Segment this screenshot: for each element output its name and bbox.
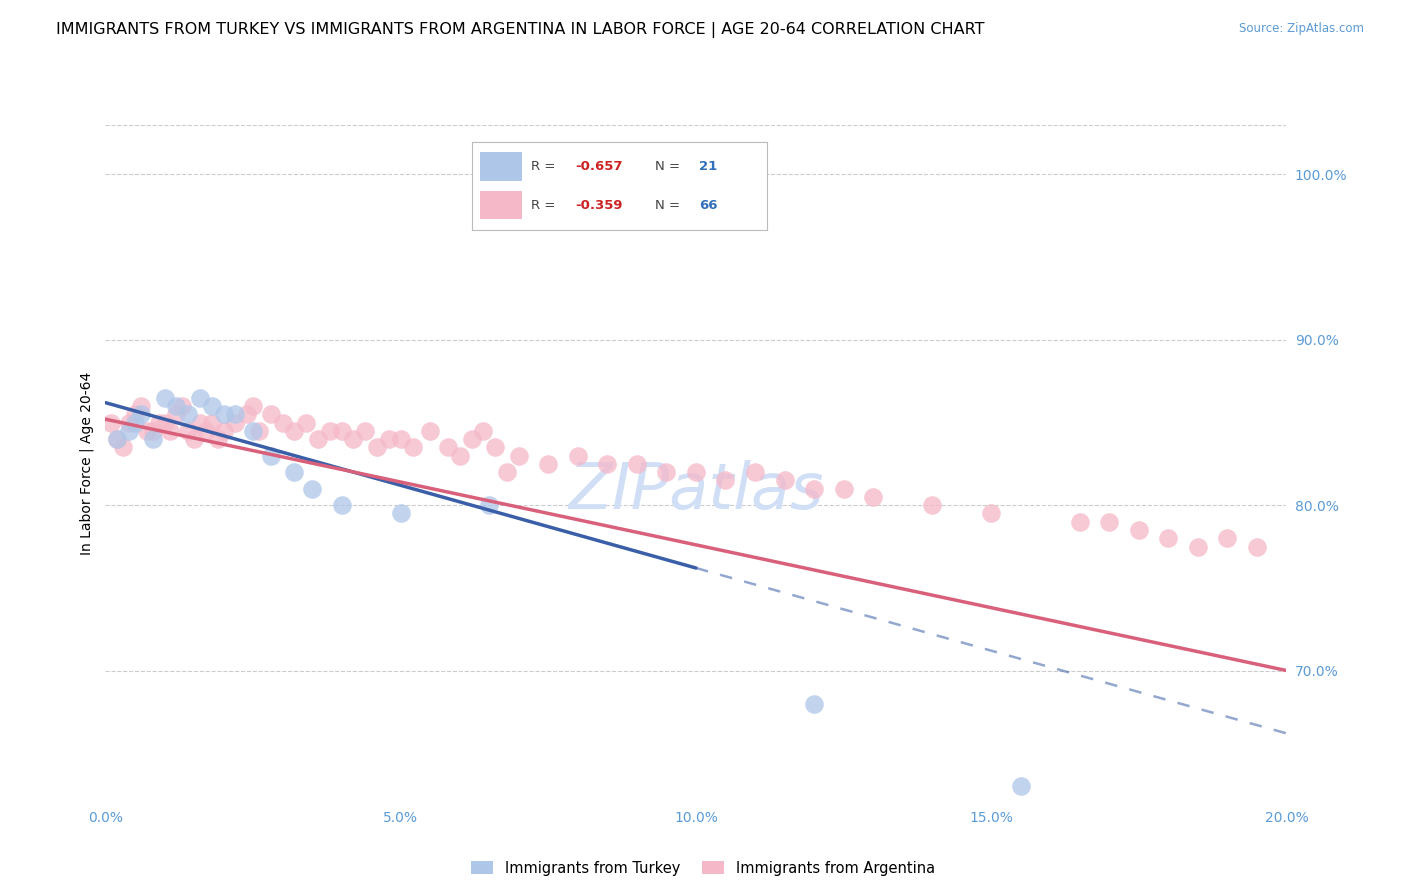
Text: IMMIGRANTS FROM TURKEY VS IMMIGRANTS FROM ARGENTINA IN LABOR FORCE | AGE 20-64 C: IMMIGRANTS FROM TURKEY VS IMMIGRANTS FRO… — [56, 22, 984, 38]
Point — [177, 424, 200, 438]
Point — [283, 465, 305, 479]
Point — [921, 498, 943, 512]
Point — [330, 498, 353, 512]
Point — [105, 432, 128, 446]
Point — [236, 407, 259, 421]
Point — [129, 399, 152, 413]
Point — [449, 449, 471, 463]
Point — [112, 440, 135, 454]
Text: ZIPatlas: ZIPatlas — [568, 460, 824, 522]
Point — [224, 416, 246, 430]
Point — [207, 432, 229, 446]
Point — [307, 432, 329, 446]
Point — [271, 416, 294, 430]
Point — [165, 407, 187, 421]
Point — [803, 697, 825, 711]
Point — [1098, 515, 1121, 529]
Point — [803, 482, 825, 496]
Point — [460, 432, 482, 446]
Point — [744, 465, 766, 479]
Point — [389, 432, 412, 446]
Point — [183, 432, 205, 446]
Point — [153, 391, 176, 405]
Point — [437, 440, 460, 454]
Point — [714, 474, 737, 488]
Legend: Immigrants from Turkey, Immigrants from Argentina: Immigrants from Turkey, Immigrants from … — [471, 861, 935, 876]
Point — [773, 474, 796, 488]
Point — [153, 416, 176, 430]
Point — [862, 490, 884, 504]
Point — [472, 424, 495, 438]
Point — [537, 457, 560, 471]
Point — [832, 482, 855, 496]
Point — [496, 465, 519, 479]
Point — [354, 424, 377, 438]
Point — [260, 449, 283, 463]
Point — [260, 407, 283, 421]
Point — [247, 424, 270, 438]
Point — [685, 465, 707, 479]
Point — [242, 424, 264, 438]
Point — [224, 407, 246, 421]
Point — [1010, 779, 1032, 793]
Point — [301, 482, 323, 496]
Point — [212, 407, 235, 421]
Point — [1157, 531, 1180, 545]
Point — [626, 457, 648, 471]
Point — [242, 399, 264, 413]
Point — [201, 399, 224, 413]
Point — [118, 424, 141, 438]
Point — [378, 432, 401, 446]
Point — [1216, 531, 1239, 545]
Point — [1128, 523, 1150, 537]
Point — [159, 424, 181, 438]
Point — [401, 440, 423, 454]
Point — [177, 407, 200, 421]
Point — [484, 440, 506, 454]
Point — [283, 424, 305, 438]
Point — [194, 424, 217, 438]
Point — [366, 440, 388, 454]
Point — [118, 416, 141, 430]
Point — [105, 432, 128, 446]
Point — [319, 424, 342, 438]
Point — [389, 507, 412, 521]
Point — [124, 416, 146, 430]
Text: Source: ZipAtlas.com: Source: ZipAtlas.com — [1239, 22, 1364, 36]
Point — [1187, 540, 1209, 554]
Point — [508, 449, 530, 463]
Point — [142, 424, 165, 438]
Point — [419, 424, 441, 438]
Point — [124, 407, 146, 421]
Point — [478, 498, 501, 512]
Y-axis label: In Labor Force | Age 20-64: In Labor Force | Age 20-64 — [80, 372, 94, 556]
Point — [201, 416, 224, 430]
Point — [188, 416, 211, 430]
Point — [342, 432, 364, 446]
Point — [188, 391, 211, 405]
Point — [172, 399, 194, 413]
Point — [100, 416, 122, 430]
Point — [567, 449, 589, 463]
Point — [135, 424, 157, 438]
Point — [655, 465, 678, 479]
Point — [165, 399, 187, 413]
Point — [1246, 540, 1268, 554]
Point — [212, 424, 235, 438]
Point — [295, 416, 318, 430]
Point — [596, 457, 619, 471]
Point — [330, 424, 353, 438]
Point — [129, 407, 152, 421]
Point — [148, 416, 170, 430]
Point — [142, 432, 165, 446]
Point — [980, 507, 1002, 521]
Point — [1069, 515, 1091, 529]
